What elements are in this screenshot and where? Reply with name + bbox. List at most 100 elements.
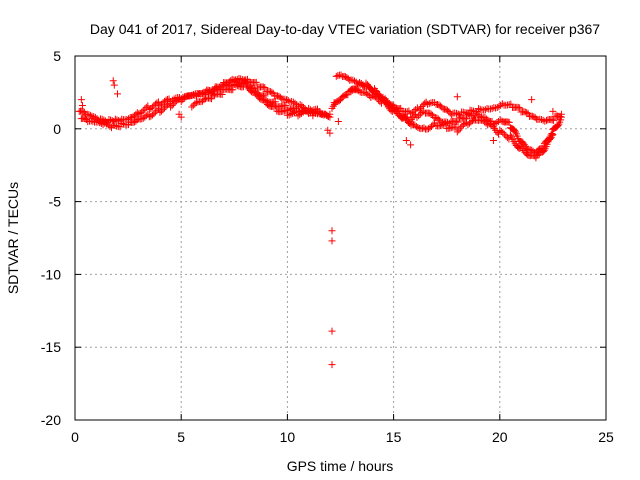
- data-point-track-a: [162, 96, 170, 104]
- y-tick-label: -5: [49, 194, 62, 210]
- data-point-stray: [407, 141, 415, 149]
- x-tick-label: 10: [280, 429, 296, 445]
- data-point-track-c: [273, 107, 281, 115]
- data-point-track-c: [188, 103, 196, 111]
- data-point-stray: [328, 227, 336, 235]
- data-point-track-b: [89, 117, 97, 125]
- data-point-track-c: [192, 99, 200, 107]
- data-point-track-a: [107, 116, 115, 124]
- data-point-track-c: [261, 96, 269, 104]
- data-point-track-f: [355, 87, 363, 95]
- data-point-stray: [317, 110, 325, 118]
- data-point-track-e: [511, 127, 519, 135]
- data-point-track-a: [281, 95, 289, 103]
- data-point-track-c: [271, 102, 279, 110]
- data-point-track-b: [133, 116, 141, 124]
- data-point-stray: [549, 107, 557, 115]
- data-point-track-f: [428, 122, 436, 130]
- y-tick-label: 5: [53, 48, 61, 64]
- data-point-track-c: [287, 110, 295, 118]
- data-point-track-b: [198, 89, 206, 97]
- data-point-track-f: [426, 124, 434, 132]
- data-point-track-f: [497, 127, 505, 135]
- data-point-track-b: [179, 96, 187, 104]
- data-point-track-f: [478, 116, 486, 124]
- data-point-track-e: [416, 110, 424, 118]
- data-point-track-f: [437, 122, 445, 130]
- data-point-track-c: [305, 109, 313, 117]
- data-point-track-c: [298, 109, 306, 117]
- data-point-track-a: [139, 107, 147, 115]
- data-point-track-d: [424, 100, 432, 108]
- x-tick-label: 25: [598, 429, 614, 445]
- data-point-track-c: [306, 108, 314, 116]
- data-point-track-f: [500, 130, 508, 138]
- data-point-track-a: [261, 83, 269, 91]
- data-point-stray: [109, 77, 117, 85]
- data-point-track-f: [467, 118, 475, 126]
- data-point-track-d: [537, 116, 545, 124]
- data-point-track-b: [161, 104, 169, 112]
- data-point-track-f: [499, 129, 507, 137]
- data-point-track-f: [452, 123, 460, 131]
- data-point-track-c: [290, 109, 298, 117]
- data-point-track-f: [420, 124, 428, 132]
- data-point-track-f: [481, 118, 489, 126]
- data-point-track-b: [286, 105, 294, 113]
- data-point-track-a: [111, 115, 119, 123]
- data-point-track-a: [268, 88, 276, 96]
- data-point-track-b: [157, 107, 165, 115]
- data-point-stray: [110, 81, 118, 89]
- data-point-track-a: [284, 97, 292, 105]
- data-point-track-b: [188, 92, 196, 100]
- data-point-track-f: [441, 120, 449, 128]
- x-tick-label: 20: [492, 429, 508, 445]
- data-point-track-e: [344, 91, 352, 99]
- data-point-stray: [326, 129, 334, 137]
- data-point-track-b: [167, 103, 175, 111]
- data-point-track-f: [347, 87, 355, 95]
- data-point-track-f: [548, 130, 556, 137]
- data-point-stray: [532, 154, 540, 162]
- x-tick-label: 0: [71, 429, 79, 445]
- data-point-track-e: [554, 122, 562, 130]
- y-tick-label: 0: [53, 121, 61, 137]
- data-point-track-b: [324, 113, 332, 121]
- data-point-track-d: [337, 71, 345, 79]
- data-point-track-c: [282, 106, 290, 114]
- data-point-track-f: [468, 117, 476, 125]
- data-point-track-a: [288, 97, 296, 105]
- data-points: [75, 71, 565, 369]
- data-point-track-d: [498, 100, 506, 108]
- data-point-track-c: [294, 112, 302, 120]
- data-point-track-f: [482, 119, 490, 127]
- data-point-track-f: [390, 104, 398, 112]
- data-point-track-d: [332, 72, 340, 80]
- data-point-track-f: [429, 121, 437, 129]
- data-point-track-f: [440, 120, 448, 128]
- data-point-track-b: [173, 97, 181, 105]
- data-point-stray: [113, 90, 121, 98]
- data-point-track-f: [373, 94, 381, 102]
- data-point-track-f: [502, 132, 510, 140]
- data-point-track-a: [86, 111, 94, 119]
- data-point-track-b: [177, 97, 185, 105]
- data-point-track-c: [299, 108, 307, 116]
- data-point-track-c: [292, 108, 300, 116]
- data-point-stray: [309, 112, 317, 120]
- data-point-track-e: [493, 119, 501, 127]
- x-axis-label: GPS time / hours: [287, 458, 394, 474]
- data-point-stray: [328, 361, 336, 369]
- data-point-stray: [328, 327, 336, 335]
- data-point-track-f: [438, 121, 446, 129]
- data-point-track-c: [296, 111, 304, 119]
- data-point-track-b: [113, 122, 121, 130]
- y-tick-label: -15: [41, 339, 61, 355]
- data-point-track-f: [361, 89, 369, 97]
- data-point-stray: [528, 96, 536, 104]
- data-point-track-c: [285, 111, 293, 119]
- data-point-track-f: [549, 131, 557, 139]
- data-point-track-c: [208, 95, 216, 103]
- data-point-track-f: [380, 97, 388, 105]
